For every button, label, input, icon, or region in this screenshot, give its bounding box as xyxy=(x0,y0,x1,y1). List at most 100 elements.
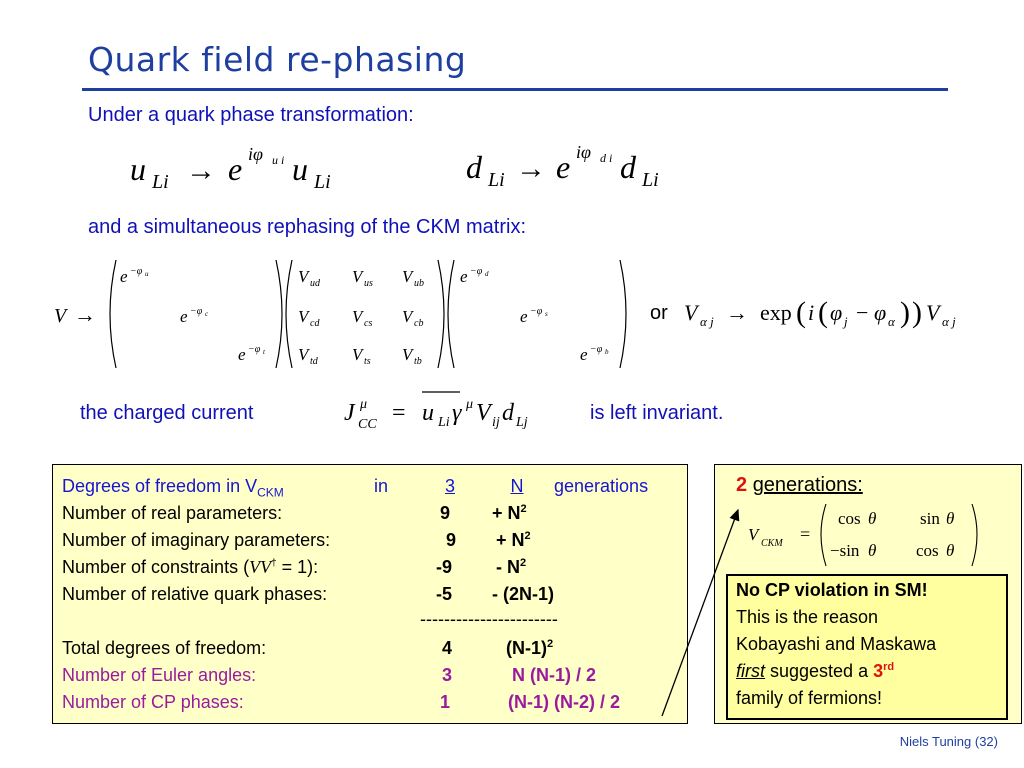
svg-text:V: V xyxy=(748,525,761,544)
svg-text:−φ: −φ xyxy=(190,306,203,317)
svg-text:V: V xyxy=(402,267,415,286)
two-gen-heading: 2 generations: xyxy=(736,474,863,497)
svg-text:V: V xyxy=(352,307,365,326)
dof-total-vN-text: (N-1) xyxy=(506,638,547,658)
svg-text:γ: γ xyxy=(452,400,462,426)
dof-total-vN: (N-1)2 xyxy=(506,638,553,659)
dof-row-label-text: Number of constraints ( xyxy=(62,557,250,577)
down-quark-transform: d Li → e iφ d i d Li xyxy=(466,142,659,191)
svg-text:→: → xyxy=(726,300,748,325)
dof-row-vN: - (2N-1) xyxy=(492,584,554,604)
svg-text:d: d xyxy=(466,149,483,185)
dof-header-label: Degrees of freedom in V xyxy=(62,476,258,496)
dof-header-in: in xyxy=(374,476,389,496)
svg-text:e: e xyxy=(228,151,242,187)
svg-text:b: b xyxy=(605,348,609,356)
svg-text:→: → xyxy=(186,154,216,187)
svg-text:Li: Li xyxy=(487,169,505,191)
svg-text:e: e xyxy=(460,267,468,286)
two-gen-label: generations: xyxy=(752,474,863,496)
svg-text:→: → xyxy=(74,302,96,327)
dof-header-tail: generations xyxy=(554,476,649,496)
svg-text:sin: sin xyxy=(920,509,940,528)
svg-text:V: V xyxy=(298,267,311,286)
two-gen-number: 2 xyxy=(736,474,748,496)
note-rest: suggested a xyxy=(765,661,874,681)
dof-row-label-sup: † xyxy=(271,558,277,569)
svg-text:Lj: Lj xyxy=(515,415,528,430)
dof-table-box xyxy=(52,464,688,724)
svg-text:=: = xyxy=(392,400,406,426)
svg-text:e: e xyxy=(580,345,588,364)
dof-cp-label: Number of CP phases: xyxy=(62,692,244,712)
note-line-2: This is the reason xyxy=(736,607,879,627)
svg-text:Li: Li xyxy=(437,415,450,430)
svg-text:J: J xyxy=(344,400,356,426)
dof-row-label: Number of real parameters: xyxy=(62,503,283,523)
svg-text:exp: exp xyxy=(760,300,792,325)
svg-text:φ: φ xyxy=(830,300,842,325)
note-line-4: first suggested a 3rd xyxy=(736,661,894,682)
svg-text:α: α xyxy=(888,314,896,329)
dof-row-label: Number of relative quark phases: xyxy=(62,584,328,604)
dof-header-colN: N xyxy=(510,476,524,496)
svg-text:e: e xyxy=(180,307,188,326)
svg-text:−φ: −φ xyxy=(130,266,143,277)
svg-text:u: u xyxy=(422,400,434,426)
svg-text:Li: Li xyxy=(151,171,169,193)
svg-text:s: s xyxy=(545,310,548,318)
note-line-1: No CP violation in SM! xyxy=(736,580,928,600)
up-quark-transform: u Li → e iφ u i u Li xyxy=(130,144,331,193)
dof-row-vN-text: + N xyxy=(492,503,521,523)
dof-header-sub: CKM xyxy=(257,485,284,500)
svg-text:cos: cos xyxy=(838,509,861,528)
svg-text:−φ: −φ xyxy=(248,344,261,355)
svg-text:CKM: CKM xyxy=(761,538,783,549)
note-num: 3 xyxy=(873,661,884,681)
svg-text:e: e xyxy=(238,345,246,364)
dof-cp-vN: (N-1) (N-2) / 2 xyxy=(508,692,620,712)
dof-header: Degrees of freedom in VCKM xyxy=(62,476,284,500)
svg-text:μ: μ xyxy=(465,397,473,412)
svg-text:cb: cb xyxy=(414,318,423,329)
dof-total-v3: 4 xyxy=(442,638,453,658)
svg-text:u i: u i xyxy=(272,153,284,167)
svg-text:V: V xyxy=(402,307,415,326)
svg-text:θ: θ xyxy=(946,509,954,528)
svg-text:(: ( xyxy=(818,296,828,329)
svg-text:ts: ts xyxy=(364,356,371,367)
dof-row-label: Number of imaginary parameters: xyxy=(62,530,331,550)
dof-row-vN-sup: 2 xyxy=(524,530,531,542)
svg-text:u: u xyxy=(292,151,308,187)
note-sup: rd xyxy=(883,661,895,673)
svg-text:μ: μ xyxy=(359,397,367,412)
svg-text:Li: Li xyxy=(641,169,659,191)
dof-separator: ----------------------- xyxy=(420,609,558,629)
svg-text:t: t xyxy=(263,348,266,356)
svg-text:): ) xyxy=(912,296,922,329)
svg-text:cs: cs xyxy=(364,318,372,329)
svg-text:tb: tb xyxy=(414,356,422,367)
svg-text:(: ( xyxy=(796,296,806,329)
dof-row-v3: 9 xyxy=(446,530,457,550)
svg-text:V: V xyxy=(298,345,311,364)
svg-text:V: V xyxy=(298,307,311,326)
footer-author-page: Niels Tuning (32) xyxy=(899,734,998,749)
svg-text:): ) xyxy=(900,296,910,329)
svg-text:d i: d i xyxy=(600,151,612,165)
svg-text:−sin: −sin xyxy=(830,541,860,560)
dof-header-col3: 3 xyxy=(444,476,455,496)
svg-text:−φ: −φ xyxy=(470,266,483,277)
svg-text:φ: φ xyxy=(874,300,886,325)
dof-euler-vN: N (N-1) / 2 xyxy=(512,665,597,685)
svg-text:−φ: −φ xyxy=(590,344,603,355)
title-underline xyxy=(82,88,948,91)
dof-row-vN-sup: 2 xyxy=(520,503,527,515)
svg-text:θ: θ xyxy=(868,541,876,560)
dof-row-label: Number of constraints (VV† = 1): xyxy=(62,557,318,578)
svg-text:−φ: −φ xyxy=(530,306,543,317)
svg-text:i: i xyxy=(808,300,814,325)
charged-current-equation: J μ CC = u Li γ μ V ij d Lj xyxy=(344,391,528,432)
